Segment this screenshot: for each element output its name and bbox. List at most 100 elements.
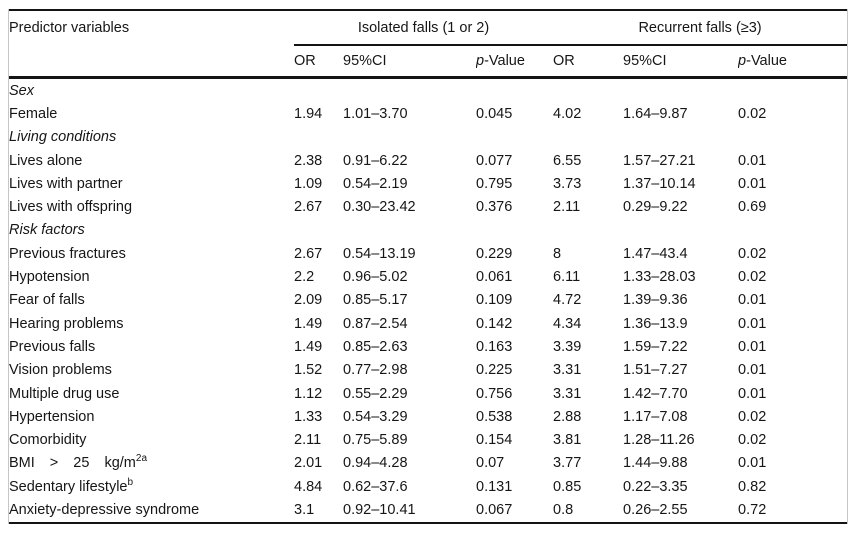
cell-ci-isolated: 0.75–5.89 <box>343 432 408 449</box>
row-label: Sedentary lifestyleb <box>9 476 134 495</box>
row-label: Comorbidity <box>9 432 87 449</box>
cell-p-isolated: 0.067 <box>476 501 513 518</box>
cell-ci-recurrent: 1.44–9.88 <box>623 455 688 472</box>
recurrent-falls-group-header: Recurrent falls (≥3) <box>553 10 848 46</box>
cell-or-isolated: 2.11 <box>294 432 322 449</box>
cell-ci-isolated: 0.92–10.41 <box>343 501 416 518</box>
row-label: Previous fractures <box>9 245 126 262</box>
data-row: Lives with partner 1.09 0.54–2.19 0.795 3.73… <box>9 172 847 195</box>
section-row: Sex <box>9 78 847 103</box>
isolated-falls-group-header: Isolated falls (1 or 2) <box>294 10 554 46</box>
cell-ci-isolated: 0.85–5.17 <box>343 292 408 309</box>
cell-p-recurrent: 0.01 <box>738 455 767 472</box>
cell-or-recurrent: 2.88 <box>553 408 582 425</box>
row-label: Female <box>9 105 58 122</box>
predictor-variables-header: Predictor variables <box>9 20 130 36</box>
cell-p-recurrent: 0.82 <box>738 478 767 495</box>
cell-p-isolated: 0.225 <box>476 362 513 379</box>
cell-ci-recurrent: 1.33–28.03 <box>623 269 696 286</box>
row-label: Lives with partner <box>9 175 123 192</box>
cell-p-isolated: 0.538 <box>476 408 513 425</box>
row-label: Lives alone <box>9 152 83 169</box>
cell-ci-recurrent: 1.47–43.4 <box>623 245 688 262</box>
cell-ci-isolated: 0.85–2.63 <box>343 338 408 355</box>
cell-or-recurrent: 3.77 <box>553 455 582 472</box>
section-label: Sex <box>9 82 34 99</box>
cell-p-recurrent: 0.02 <box>738 105 767 122</box>
subheader-p-recurrent: p-Value <box>738 45 848 79</box>
section-label: Risk factors <box>9 222 85 239</box>
cell-ci-recurrent: 0.26–2.55 <box>623 501 688 518</box>
subheader-or-isolated: OR <box>294 45 343 79</box>
data-row: Anxiety-depressive syndrome 3.1 0.92–10.41… <box>9 498 847 522</box>
cell-p-isolated: 0.229 <box>476 245 513 262</box>
cell-or-isolated: 1.49 <box>294 315 323 332</box>
cell-p-recurrent: 0.01 <box>738 152 767 169</box>
table-header: Predictor variables Isolated falls (1 or… <box>9 10 848 79</box>
cell-or-isolated: 2.67 <box>294 245 323 262</box>
cell-or-recurrent: 4.34 <box>553 315 582 332</box>
spanner-row: Predictor variables Isolated falls (1 or… <box>9 10 848 46</box>
cell-or-recurrent: 4.72 <box>553 292 582 309</box>
cell-or-isolated: 2.2 <box>294 269 315 286</box>
row-label: Lives with offspring <box>9 199 133 216</box>
falls-predictors-table: Predictor variables Isolated falls (1 or… <box>9 9 848 524</box>
cell-or-isolated: 1.33 <box>294 408 323 425</box>
subheader-ci-isolated: 95%CI <box>343 45 476 79</box>
row-label: Previous falls <box>9 338 96 355</box>
cell-or-recurrent: 6.55 <box>553 152 582 169</box>
cell-p-recurrent: 0.01 <box>738 175 767 192</box>
table-frame: Predictor variables Isolated falls (1 or… <box>8 9 848 524</box>
data-row: Vision problems 1.52 0.77–2.98 0.225 3.31 1.5… <box>9 359 847 382</box>
cell-p-recurrent: 0.01 <box>738 362 767 379</box>
cell-ci-isolated: 0.94–4.28 <box>343 455 408 472</box>
subheader-row: OR 95%CI p-Value OR 95%CI p-Value <box>9 45 848 79</box>
cell-p-recurrent: 0.01 <box>738 338 767 355</box>
data-row: Previous fractures 2.67 0.54–13.19 0.229 8 1.… <box>9 242 847 265</box>
cell-p-recurrent: 0.01 <box>738 385 767 402</box>
cell-p-isolated: 0.109 <box>476 292 513 309</box>
footnote-marker: 2a <box>135 453 148 465</box>
data-row: Fear of falls 2.09 0.85–5.17 0.109 4.72 1.39–… <box>9 289 847 312</box>
subheader-empty-cell <box>9 45 294 79</box>
row-label: Hearing problems <box>9 315 124 332</box>
cell-ci-recurrent: 1.28–11.26 <box>623 432 695 449</box>
data-row: Sedentary lifestyleb 4.84 0.62–37.6 0.131 0.… <box>9 475 847 498</box>
cell-ci-recurrent: 1.42–7.70 <box>623 385 688 402</box>
cell-or-recurrent: 8 <box>553 245 562 262</box>
cell-or-isolated: 2.67 <box>294 199 323 216</box>
cell-p-isolated: 0.795 <box>476 175 513 192</box>
cell-or-isolated: 1.12 <box>294 385 323 402</box>
cell-ci-isolated: 0.55–2.29 <box>343 385 408 402</box>
italic-p-label: p <box>476 53 485 69</box>
cell-p-isolated: 0.061 <box>476 269 513 286</box>
cell-p-recurrent: 0.02 <box>738 408 767 425</box>
cell-or-recurrent: 3.81 <box>553 432 582 449</box>
cell-or-recurrent: 0.85 <box>553 478 582 495</box>
cell-p-isolated: 0.077 <box>476 152 513 169</box>
cell-p-recurrent: 0.01 <box>738 315 767 332</box>
data-row: BMI > 25 kg/m2a 2.01 0.94–4.28 0.07 3.77 1.44… <box>9 452 847 475</box>
cell-p-isolated: 0.163 <box>476 338 513 355</box>
cell-or-isolated: 1.94 <box>294 105 323 122</box>
data-row: Female 1.94 1.01–3.70 0.045 4.02 1.64–9.87 0.0… <box>9 102 847 125</box>
cell-p-isolated: 0.142 <box>476 315 513 332</box>
cell-ci-isolated: 0.54–3.29 <box>343 408 408 425</box>
cell-or-recurrent: 3.39 <box>553 338 582 355</box>
cell-p-isolated: 0.154 <box>476 432 513 449</box>
cell-ci-isolated: 0.54–13.19 <box>343 245 416 262</box>
footnote-marker: b <box>127 476 134 488</box>
cell-or-isolated: 3.1 <box>294 501 315 518</box>
cell-ci-recurrent: 1.59–7.22 <box>623 338 688 355</box>
section-row: Living conditions <box>9 126 847 149</box>
cell-or-recurrent: 6.11 <box>553 269 581 286</box>
cell-or-isolated: 1.52 <box>294 362 323 379</box>
cell-ci-isolated: 1.01–3.70 <box>343 105 408 122</box>
cell-ci-recurrent: 1.17–7.08 <box>623 408 688 425</box>
data-row: Hearing problems 1.49 0.87–2.54 0.142 4.34 1.… <box>9 312 847 335</box>
cell-p-recurrent: 0.69 <box>738 199 767 216</box>
row-label: Fear of falls <box>9 292 85 309</box>
row-label: Hypotension <box>9 269 90 286</box>
row-label: Hypertension <box>9 408 95 425</box>
